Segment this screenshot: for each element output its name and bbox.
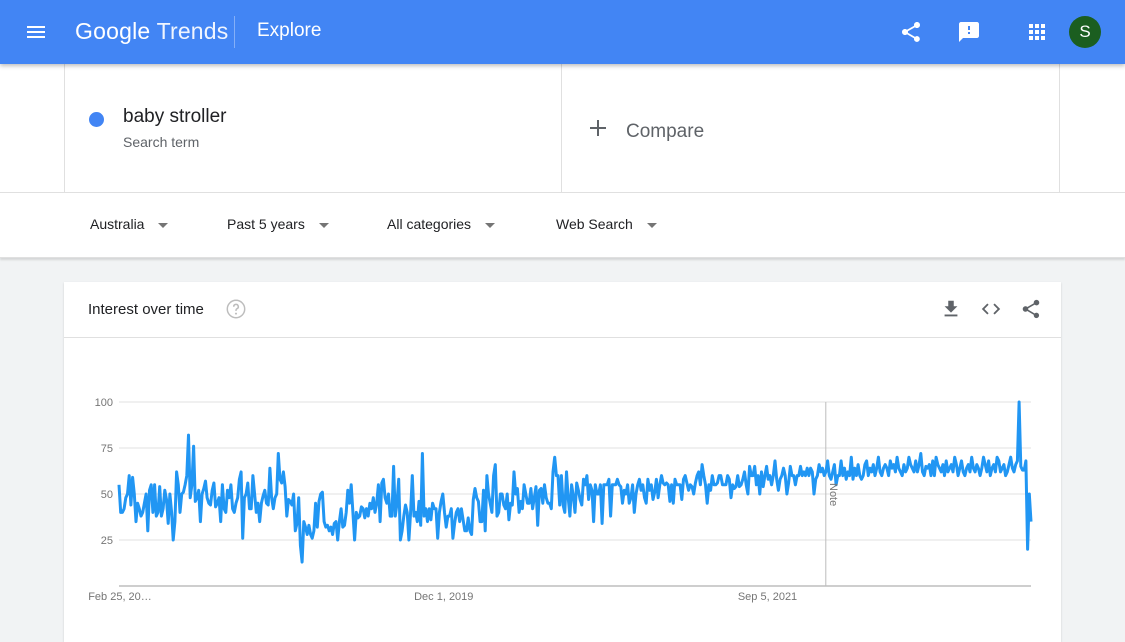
dropdown-arrow-icon bbox=[646, 222, 657, 228]
avatar[interactable]: S bbox=[1069, 16, 1101, 48]
search-term-type: Search term bbox=[123, 134, 200, 150]
x-tick-label: Feb 25, 20… bbox=[88, 591, 152, 603]
feedback-icon[interactable] bbox=[957, 20, 981, 44]
region-dropdown[interactable]: Australia bbox=[90, 216, 169, 232]
search-terms-bar: baby stroller Search term Compare bbox=[0, 64, 1125, 193]
share-icon[interactable] bbox=[899, 20, 923, 44]
y-tick-label: 25 bbox=[101, 535, 113, 547]
y-tick-label: 75 bbox=[101, 443, 113, 455]
search-type-label: Web Search bbox=[556, 216, 633, 232]
dropdown-arrow-icon bbox=[158, 222, 169, 228]
search-type-dropdown[interactable]: Web Search bbox=[556, 216, 657, 232]
compare-label: Compare bbox=[626, 121, 705, 142]
logo-google-text: Google bbox=[75, 18, 151, 44]
page-title: Explore bbox=[257, 20, 322, 41]
term-color-dot bbox=[89, 112, 104, 127]
interest-over-time-card: Interest over time 25 50 75 100 Note Feb 25, … bbox=[64, 282, 1061, 642]
plus-icon bbox=[590, 120, 606, 136]
x-tick-label: Dec 1, 2019 bbox=[414, 591, 473, 603]
y-tick-label: 50 bbox=[101, 489, 113, 501]
search-term-card[interactable]: baby stroller Search term bbox=[64, 64, 562, 192]
header-divider bbox=[234, 16, 235, 48]
share-icon[interactable] bbox=[1020, 298, 1042, 320]
dropdown-arrow-icon bbox=[318, 222, 329, 228]
google-trends-logo[interactable]: Google Trends bbox=[75, 18, 229, 45]
time-range-dropdown[interactable]: Past 5 years bbox=[227, 216, 329, 232]
time-range-label: Past 5 years bbox=[227, 216, 305, 232]
x-tick-label: Sep 5, 2021 bbox=[738, 591, 797, 603]
download-icon[interactable] bbox=[940, 298, 962, 320]
card-header: Interest over time bbox=[64, 282, 1061, 338]
menu-icon[interactable] bbox=[24, 20, 48, 44]
category-label: All categories bbox=[387, 216, 472, 232]
category-dropdown[interactable]: All categories bbox=[387, 216, 496, 232]
top-app-bar: Google Trends Explore S bbox=[0, 0, 1125, 64]
search-term-name: baby stroller bbox=[123, 106, 227, 127]
annotation-note-label: Note bbox=[827, 483, 839, 506]
region-label: Australia bbox=[90, 216, 145, 232]
interest-line-chart[interactable]: 25 50 75 100 Note Feb 25, 20… Dec 1, 2019 Sep 5… bbox=[64, 338, 1061, 638]
embed-icon[interactable] bbox=[980, 298, 1002, 320]
logo-trends-text: Trends bbox=[156, 18, 229, 44]
y-tick-label: 100 bbox=[95, 397, 113, 409]
apps-icon[interactable] bbox=[1025, 20, 1049, 44]
filter-bar: Australia Past 5 years All categories We… bbox=[0, 193, 1125, 258]
series-line bbox=[117, 400, 1033, 564]
dropdown-arrow-icon bbox=[485, 222, 496, 228]
compare-button[interactable]: Compare bbox=[562, 64, 1060, 192]
card-title: Interest over time bbox=[88, 301, 204, 318]
help-icon[interactable] bbox=[225, 298, 247, 320]
